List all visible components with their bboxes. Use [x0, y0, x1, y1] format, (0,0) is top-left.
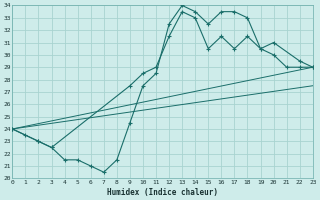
- X-axis label: Humidex (Indice chaleur): Humidex (Indice chaleur): [107, 188, 218, 197]
